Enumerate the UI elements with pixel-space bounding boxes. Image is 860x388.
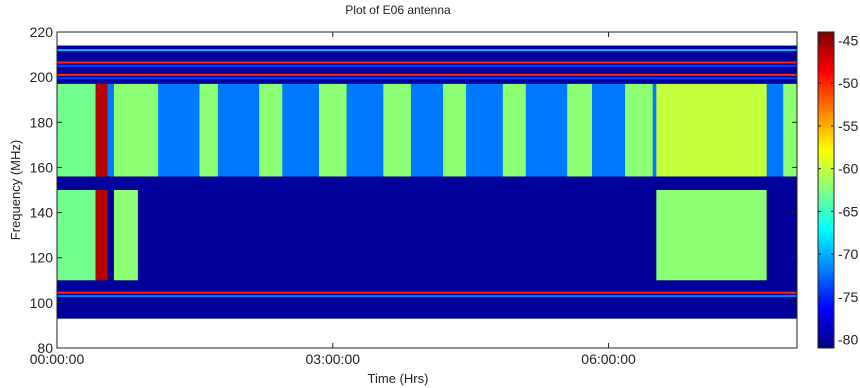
heatmap-line [57,49,797,52]
heatmap-block [113,190,138,281]
colorbar-gradient [817,31,835,349]
x-axis-label: Time (Hrs) [368,371,429,386]
y-tick-label: 160 [30,159,54,175]
heatmap-line [57,295,797,298]
heatmap-block [57,190,96,281]
heatmap-block [199,83,218,177]
colorbar-tick-label: -65 [838,203,858,219]
heatmap-block [625,83,653,177]
y-tick-label: 200 [30,69,54,85]
heatmap-block [383,83,411,177]
colorbar-tick-label: -60 [838,161,858,177]
colorbar-tick-label: -55 [838,118,858,134]
colorbar-tick-label: -50 [838,75,858,91]
heatmap-block [443,83,467,177]
heatmap-line [57,64,797,67]
heatmap-block [57,83,96,177]
y-tick-label: 180 [30,114,54,130]
colorbar-tick-label: -75 [838,289,858,305]
heatmap-block [95,83,108,177]
y-tick-label: 80 [37,340,53,356]
heatmap-block [656,190,767,281]
heatmap-block [113,83,159,177]
heatmap-line [57,291,797,294]
heatmap-block [318,83,347,177]
heatmap-block [95,190,108,281]
colorbar-tick-label: -80 [838,331,858,347]
colorbar: -45 -50 -55 -60 -65 -70 -75 -80 [817,31,858,349]
y-tick-label: 100 [30,295,54,311]
heatmap-block [259,83,283,177]
heatmap-line [57,73,797,76]
chart-title: Plot of E06 antenna [345,3,451,17]
x-tick-label: 03:00:00 [306,351,361,367]
y-axis-label: Frequency (MHz) [8,140,23,240]
heatmap-block [567,83,593,177]
heatmap-block [656,83,767,177]
heatmap-line [57,61,797,64]
y-tick-label: 140 [30,205,54,221]
axes: 80 100 120 140 160 180 200 220 00:00:00 03:00:00 0… [30,24,798,367]
heatmap-line [57,77,797,80]
plot-frame [56,31,798,349]
colorbar-tick-label: -70 [838,246,858,262]
x-tick-label: 06:00:00 [581,351,636,367]
x-tick-label: 00:00:00 [30,351,85,367]
y-tick-label: 120 [30,250,54,266]
plot-area [57,45,797,319]
colorbar-tick-label: -45 [838,33,858,49]
heatmap-block [502,83,526,177]
y-tick-label: 220 [30,24,54,40]
heatmap-block [783,83,797,177]
